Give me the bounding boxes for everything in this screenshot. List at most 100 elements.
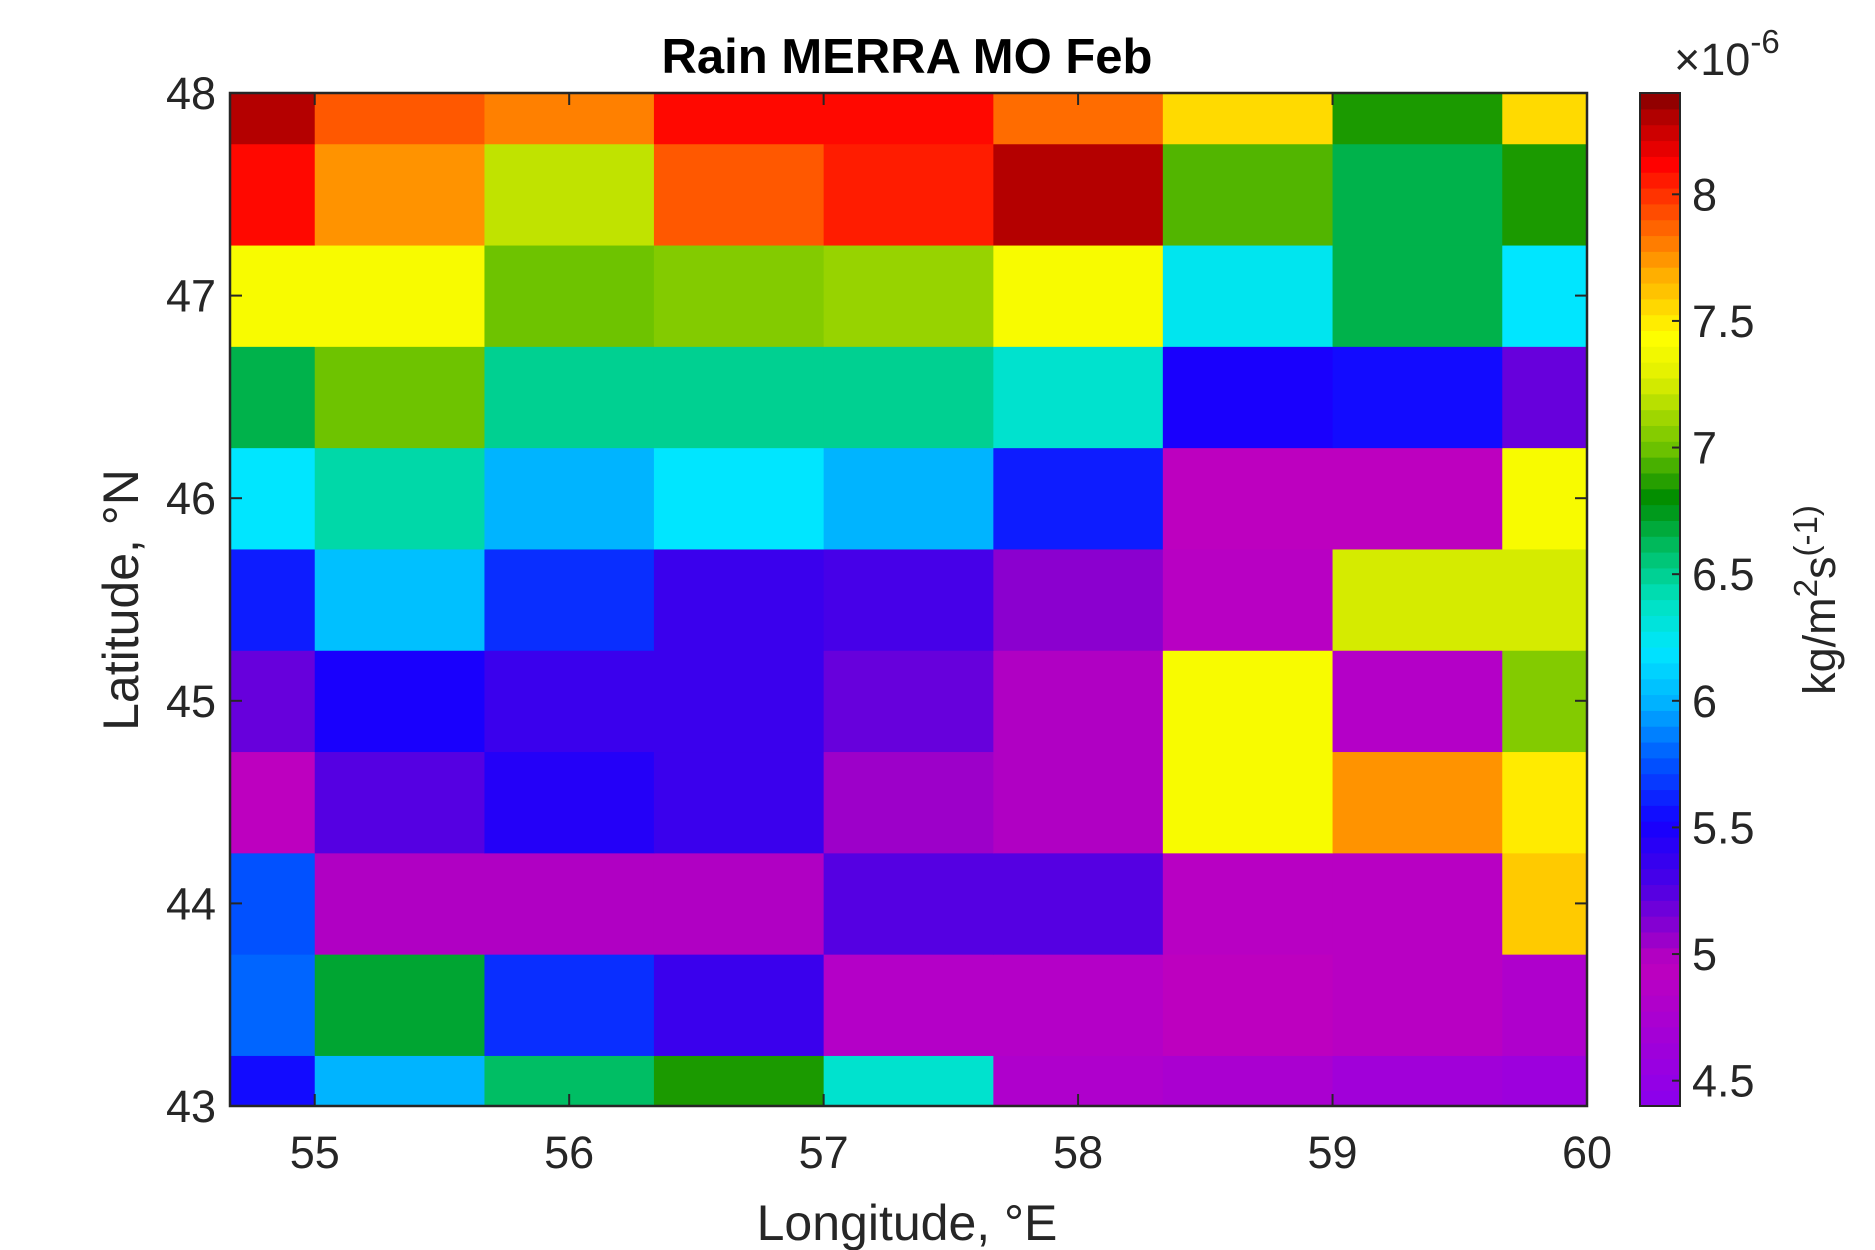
colorbar-segment <box>1640 488 1680 506</box>
heatmap-cell <box>653 751 825 854</box>
colorbar-label-s: s <box>1794 556 1845 579</box>
heatmap-cell <box>823 346 994 449</box>
colorbar-segment <box>1640 282 1680 300</box>
colorbar-frame <box>1639 92 1681 1107</box>
heatmap-cell <box>314 143 486 246</box>
colorbar-segment <box>1640 362 1680 379</box>
colorbar-segment <box>1640 156 1680 173</box>
heatmap-cell <box>314 244 486 347</box>
colorbar-segment <box>1640 203 1680 221</box>
y-tick-label: 45 <box>166 676 216 727</box>
colorbar-segment <box>1640 995 1680 1012</box>
colorbar-segment <box>1640 757 1680 775</box>
heatmap-cell <box>1332 143 1503 246</box>
heatmap-cell <box>1332 954 1503 1056</box>
heatmap-cell <box>314 751 486 854</box>
y-tick-label: 46 <box>166 473 216 524</box>
heatmap-cell <box>314 346 486 449</box>
x-tick-label: 58 <box>1053 1127 1103 1178</box>
colorbar-segment <box>1640 599 1680 616</box>
heatmap-cell <box>1502 93 1588 145</box>
heatmap-cell <box>1332 852 1503 955</box>
heatmap-cell <box>823 93 994 145</box>
heatmap-cell <box>993 143 1164 246</box>
heatmap-cell <box>993 447 1164 550</box>
colorbar-segment <box>1640 947 1680 965</box>
heatmap-cell <box>1502 954 1588 1056</box>
colorbar-segment <box>1640 583 1680 601</box>
colorbar-segment <box>1640 789 1680 806</box>
colorbar-segment <box>1640 267 1680 284</box>
heatmap-cell <box>1162 852 1334 955</box>
heatmap-cell <box>1502 852 1588 955</box>
heatmap-cell <box>993 650 1164 753</box>
colorbar-segment <box>1640 1074 1680 1091</box>
heatmap-cell <box>823 143 994 246</box>
colorbar-segment <box>1640 330 1680 347</box>
heatmap-cell <box>1502 244 1588 347</box>
x-tick-label: 60 <box>1562 1127 1612 1178</box>
heatmap-cell <box>1332 447 1503 550</box>
colorbar-tick-label: 4.5 <box>1692 1056 1755 1107</box>
colorbar-segment <box>1640 346 1680 363</box>
heatmap-cell <box>653 143 825 246</box>
colorbar-segment <box>1640 662 1680 680</box>
colorbar-segment <box>1640 552 1680 569</box>
colorbar-segment <box>1640 773 1680 791</box>
heatmap-cell <box>1502 548 1588 651</box>
colorbar-segment <box>1640 377 1680 395</box>
colorbar-segment <box>1640 567 1680 585</box>
heatmap-cell <box>484 548 655 651</box>
heatmap-cell <box>484 954 655 1056</box>
heatmap-cell <box>314 93 486 145</box>
x-tick-label: 59 <box>1308 1127 1358 1178</box>
heatmap-cell <box>1502 751 1588 854</box>
heatmap-cell <box>484 244 655 347</box>
colorbar-label-main: kg/m <box>1794 597 1845 695</box>
y-tick-label: 48 <box>166 68 216 119</box>
colorbar-segment <box>1640 409 1680 426</box>
colorbar <box>1639 92 1681 1107</box>
heatmap-cell <box>230 346 316 449</box>
y-axis-label: Latitude, °N <box>93 469 149 731</box>
heatmap-cell <box>1502 447 1588 550</box>
colorbar-multiplier-exp: -6 <box>1750 23 1779 60</box>
heatmap-cell <box>230 650 316 753</box>
colorbar-segment <box>1640 93 1680 110</box>
heatmap-cell <box>230 954 316 1056</box>
colorbar-segment <box>1640 298 1680 316</box>
chart-title: Rain MERRA MO Feb <box>662 30 1153 84</box>
colorbar-segment <box>1640 393 1680 411</box>
heatmap-cell <box>653 93 825 145</box>
colorbar-segment <box>1640 631 1680 648</box>
y-tick-label: 44 <box>166 878 216 929</box>
heatmap-cell <box>823 650 994 753</box>
colorbar-segment <box>1640 1026 1680 1044</box>
heatmap-cell <box>823 548 994 651</box>
colorbar-segment <box>1640 979 1680 996</box>
colorbar-segment <box>1640 124 1680 142</box>
x-tick-label: 56 <box>544 1127 594 1178</box>
colorbar-segment <box>1640 963 1680 980</box>
heatmap-cell <box>1162 954 1334 1056</box>
heatmap-cell <box>1162 650 1334 753</box>
heatmap-cell <box>1162 346 1334 449</box>
colorbar-segment <box>1640 884 1680 901</box>
colorbar-segment <box>1640 219 1680 237</box>
colorbar-segment <box>1640 235 1680 252</box>
colorbar-segment <box>1640 931 1680 949</box>
heatmap-cell <box>1162 447 1334 550</box>
heatmap-cell <box>230 93 316 145</box>
colorbar-segment <box>1640 1090 1680 1107</box>
heatmap-cell <box>314 447 486 550</box>
y-tick-label: 47 <box>166 271 216 322</box>
colorbar-segment <box>1640 441 1680 458</box>
heatmap-cell <box>484 143 655 246</box>
colorbar-segment <box>1640 916 1680 933</box>
heatmap-cell <box>993 346 1164 449</box>
heatmap-cell <box>993 548 1164 651</box>
colorbar-segment <box>1640 615 1680 632</box>
colorbar-segment <box>1640 1058 1680 1075</box>
heatmap-cell <box>484 447 655 550</box>
